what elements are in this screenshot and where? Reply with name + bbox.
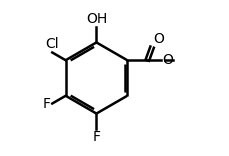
Text: OH: OH [85,12,107,26]
Text: F: F [92,130,100,144]
Text: F: F [43,97,50,110]
Text: O: O [161,53,172,67]
Text: O: O [152,32,163,46]
Text: Cl: Cl [45,37,59,51]
